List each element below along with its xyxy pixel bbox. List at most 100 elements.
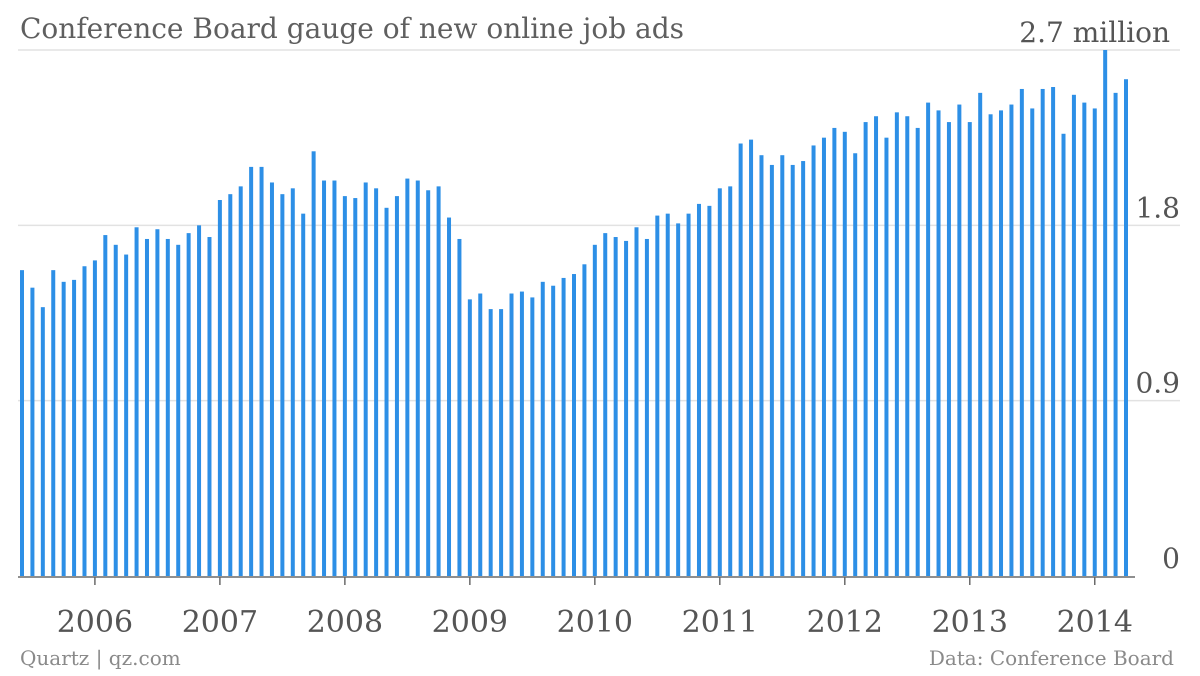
bar <box>624 240 629 576</box>
bar <box>853 153 858 577</box>
bar <box>353 198 358 576</box>
bar <box>124 254 129 577</box>
bar <box>51 270 56 576</box>
chart-title: Conference Board gauge of new online job… <box>20 12 685 45</box>
bar <box>946 122 951 576</box>
bar <box>1040 88 1045 577</box>
bar <box>1061 133 1066 576</box>
bar <box>1103 50 1108 576</box>
bar <box>499 309 504 576</box>
bar <box>1113 92 1118 577</box>
bar <box>30 287 35 576</box>
bar <box>103 235 108 576</box>
data-source: Data: Conference Board <box>928 646 1174 670</box>
bar <box>509 293 514 576</box>
bar <box>384 207 389 577</box>
bar <box>280 194 285 576</box>
bar <box>1009 104 1014 576</box>
bar <box>1124 79 1128 576</box>
bar <box>540 281 545 576</box>
bar <box>603 233 608 577</box>
bar <box>696 203 701 577</box>
bar <box>530 297 535 576</box>
bar <box>769 164 774 576</box>
bar <box>447 217 452 576</box>
bar <box>238 186 243 577</box>
bar <box>363 182 368 577</box>
bar <box>311 151 316 576</box>
bar <box>488 309 493 576</box>
bar <box>197 225 202 577</box>
bar <box>915 127 920 576</box>
x-tick-label: 2011 <box>682 605 758 640</box>
bar <box>405 178 410 577</box>
bar <box>894 112 899 576</box>
x-axis: 2006 2007 2008 2009 2010 2011 2012 2013 2014 <box>57 577 1133 640</box>
bar <box>613 237 618 576</box>
bar <box>322 180 327 576</box>
y-axis-unit-label: 2.7 million <box>1019 16 1170 49</box>
bar <box>1051 87 1056 576</box>
bar <box>374 188 379 576</box>
bar <box>436 186 441 577</box>
bar <box>978 92 983 577</box>
bar <box>999 110 1004 577</box>
bar <box>113 244 118 576</box>
bar <box>842 131 847 577</box>
bar <box>801 161 806 577</box>
bar <box>634 227 639 576</box>
bar <box>1071 94 1076 577</box>
bar <box>40 307 45 576</box>
bar <box>738 143 743 576</box>
bar-series <box>20 50 1128 577</box>
bar <box>134 227 139 576</box>
bar <box>426 190 431 576</box>
bar <box>936 110 941 577</box>
bar <box>988 114 993 577</box>
bar <box>686 213 691 576</box>
x-tick-label: 2008 <box>307 605 383 640</box>
bar <box>905 116 910 577</box>
bar <box>228 194 233 576</box>
bar <box>561 277 566 576</box>
bar <box>728 186 733 577</box>
bar <box>301 213 306 576</box>
bar <box>332 180 337 576</box>
bar <box>832 127 837 576</box>
bar <box>144 238 149 576</box>
bar <box>155 229 160 577</box>
bar <box>655 215 660 576</box>
bar <box>249 166 254 576</box>
bar <box>1092 108 1097 576</box>
bar <box>759 155 764 576</box>
bar <box>176 244 181 576</box>
bar <box>394 196 399 576</box>
bar <box>676 223 681 576</box>
bar <box>186 233 191 577</box>
x-tick-label: 2012 <box>807 605 883 640</box>
bar <box>519 291 524 576</box>
bar <box>551 285 556 576</box>
bar <box>82 266 87 576</box>
bar <box>592 244 597 576</box>
y-tick-label: 0 <box>1162 542 1180 575</box>
bar <box>717 188 722 576</box>
x-tick-label: 2007 <box>182 605 258 640</box>
bar <box>821 137 826 576</box>
bar <box>572 274 576 576</box>
bar <box>478 293 483 576</box>
bar <box>342 196 347 576</box>
bar <box>665 213 670 576</box>
bar <box>61 281 66 576</box>
bar <box>1030 108 1035 576</box>
gridlines <box>18 49 1180 402</box>
bar <box>1082 102 1087 576</box>
x-tick-label: 2009 <box>432 605 508 640</box>
bar <box>926 102 931 576</box>
bar <box>967 122 972 576</box>
bar <box>269 182 274 577</box>
bar <box>467 299 472 576</box>
bar <box>811 145 816 576</box>
bar <box>884 137 889 576</box>
bar <box>217 200 222 577</box>
